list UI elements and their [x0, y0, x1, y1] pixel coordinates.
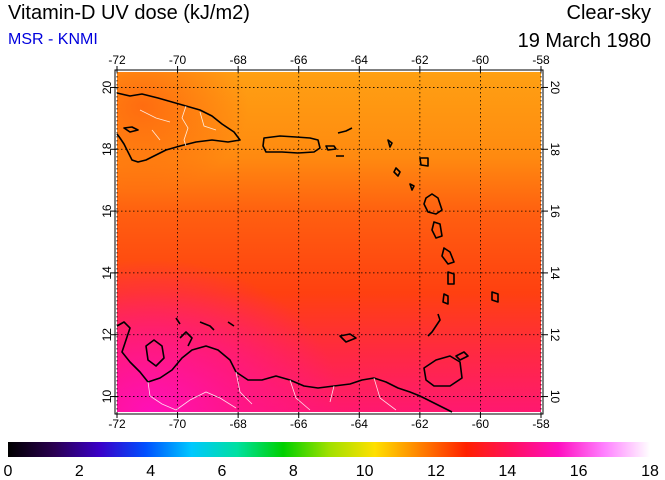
lake-maracaibo: [145, 339, 165, 367]
lat-tick-label-left: 10: [100, 390, 114, 404]
paraguana-peninsula: [179, 331, 193, 347]
puerto-rico-coast: [262, 135, 321, 154]
colorbar-tick-label: 6: [218, 463, 227, 480]
south-america-coast: [116, 321, 453, 413]
coastlines: [116, 92, 499, 413]
colorbar-ticks: 0 2 4 6 8 10 12 14 16 18: [4, 463, 659, 480]
lat-tick-label-left: 16: [100, 204, 114, 218]
colorbar-tick-label: 16: [570, 463, 588, 480]
lat-tick-label-right: 12: [548, 328, 562, 342]
anguilla-stmartin: [387, 139, 393, 148]
trinidad: [423, 355, 463, 387]
borders: [139, 105, 397, 411]
tortuga-island: [123, 126, 139, 133]
lat-tick-label-left: 12: [100, 328, 114, 342]
graticule: [116, 72, 542, 412]
lon-tick-label-top: -68: [229, 53, 247, 67]
lon-tick-label-bottom: -62: [411, 417, 429, 430]
lat-tick-label-right: 10: [548, 390, 562, 404]
haiti-dr-border: [181, 105, 189, 147]
lon-tick-label-bottom: -58: [532, 417, 550, 430]
lon-tick-label-bottom: -66: [290, 417, 308, 430]
colorbar-tick-label: 4: [146, 463, 155, 480]
colorbar-tick-label: 18: [641, 463, 659, 480]
axis-ticks: -72 -72 -70 -70 -68 -68 -66 -66 -64 -64 -62 -62 -60 -…: [100, 53, 562, 430]
lat-tick-label-right: 18: [548, 143, 562, 157]
colorbar-tick-label: 12: [427, 463, 445, 480]
lat-tick-label-right: 14: [548, 266, 562, 280]
guadeloupe: [423, 193, 443, 215]
st-vincent: [442, 293, 449, 305]
date-label: 19 March 1980: [517, 30, 651, 52]
vieques-island: [325, 145, 337, 151]
grenadines-grenada: [427, 313, 441, 337]
st-lucia: [447, 271, 455, 285]
montserrat: [409, 183, 415, 191]
hispaniola-internal-lines: [139, 109, 217, 141]
dominica: [431, 221, 443, 239]
lat-tick-label-right: 20: [548, 81, 562, 95]
uv-field-northwest: [117, 72, 541, 412]
source-label: MSR - KNMI: [8, 31, 98, 48]
colorbar-scale: [8, 442, 650, 457]
lon-tick-label-top: -58: [532, 53, 550, 67]
lon-tick-label-bottom: -72: [108, 417, 126, 430]
antigua: [419, 157, 429, 167]
lat-tick-label-left: 18: [100, 142, 114, 156]
colorbar: 0 2 4 6 8 10 12 14 16 18: [4, 442, 659, 480]
lon-tick-label-bottom: -64: [351, 417, 369, 430]
colorbar-tick-label: 10: [356, 463, 374, 480]
virgin-islands: [336, 127, 353, 157]
lat-tick-label-left: 20: [100, 80, 114, 94]
lon-tick-label-top: -60: [472, 53, 490, 67]
colombia-venezuela-border: [147, 381, 237, 411]
st-kitts-nevis: [393, 167, 401, 177]
barbados: [491, 291, 499, 303]
hispaniola-coast: [116, 92, 241, 163]
sky-condition-label: Clear-sky: [566, 2, 651, 24]
lon-tick-label-bottom: -70: [169, 417, 187, 430]
lon-tick-label-top: -70: [169, 53, 187, 67]
lat-tick-label-right: 16: [548, 204, 562, 218]
margarita-island: [339, 333, 357, 343]
colorbar-tick-label: 14: [498, 463, 516, 480]
lon-tick-label-bottom: -60: [472, 417, 490, 430]
colorbar-tick-label: 2: [75, 463, 84, 480]
lon-tick-label-bottom: -68: [229, 417, 247, 430]
tobago: [455, 351, 469, 361]
lon-tick-label-top: -64: [351, 53, 369, 67]
colorbar-tick-label: 8: [289, 463, 298, 480]
lon-tick-label-top: -66: [290, 53, 308, 67]
lat-tick-label-left: 14: [100, 266, 114, 280]
map-title: Vitamin-D UV dose (kJ/m2): [8, 2, 250, 24]
uv-dose-map: -72 -72 -70 -70 -68 -68 -66 -66 -64 -64 -62 -62 -60 -…: [100, 53, 562, 430]
martinique: [441, 247, 455, 265]
colorbar-tick-label: 0: [4, 463, 13, 480]
aruba-curacao-bonaire: [175, 317, 235, 331]
state-lines: [235, 371, 397, 411]
lon-tick-label-top: -72: [108, 53, 126, 67]
lon-tick-label-top: -62: [411, 53, 429, 67]
